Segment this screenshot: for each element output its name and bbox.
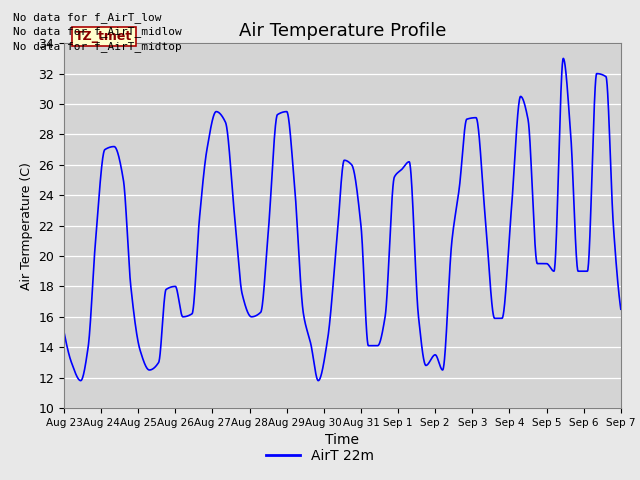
Title: Air Temperature Profile: Air Temperature Profile	[239, 22, 446, 40]
Text: No data for f_AirT_low: No data for f_AirT_low	[13, 12, 161, 23]
Text: TZ_tmet: TZ_tmet	[75, 30, 132, 43]
Text: No data for f_AirT_midlow: No data for f_AirT_midlow	[13, 26, 182, 37]
Y-axis label: Air Termperature (C): Air Termperature (C)	[20, 162, 33, 289]
Text: No data for f_AirT_midtop: No data for f_AirT_midtop	[13, 41, 182, 52]
X-axis label: Time: Time	[325, 433, 360, 447]
Legend: AirT 22m: AirT 22m	[260, 443, 380, 468]
